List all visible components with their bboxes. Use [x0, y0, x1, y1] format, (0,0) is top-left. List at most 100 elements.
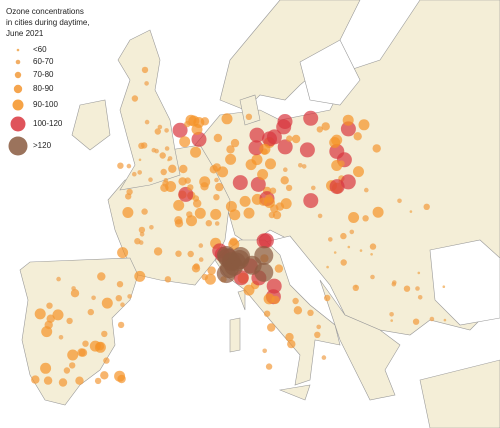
city-bubble [97, 272, 106, 281]
city-bubble [154, 148, 159, 154]
city-bubble [225, 201, 237, 212]
city-bubble [216, 246, 236, 265]
city-bubble [87, 308, 95, 316]
city-bubble [293, 306, 303, 315]
land [239, 94, 261, 126]
city-bubble [372, 144, 381, 153]
city-bubble [120, 302, 125, 308]
city-bubble [138, 240, 144, 245]
city-bubble [141, 66, 149, 74]
city-bubble [213, 133, 223, 143]
city-bubble [191, 264, 201, 273]
legend-symbol [12, 99, 24, 111]
city-bubble [164, 276, 172, 283]
city-bubble [138, 226, 146, 234]
city-bubble [329, 179, 345, 195]
city-bubble [269, 187, 277, 194]
land [319, 279, 401, 401]
city-bubble [198, 243, 204, 248]
city-bubble [31, 375, 40, 384]
city-bubble [267, 323, 276, 332]
city-bubble [137, 170, 142, 175]
city-bubble [423, 203, 430, 210]
city-bubble [317, 213, 323, 219]
city-bubble [201, 273, 208, 281]
city-bubble [115, 295, 123, 302]
legend-label: 60-70 [33, 57, 54, 66]
city-bubble [321, 355, 327, 360]
legend-label: <60 [33, 45, 47, 54]
legend-label: 100-120 [33, 119, 63, 128]
city-bubble [172, 122, 188, 138]
city-bubble [40, 362, 52, 374]
city-bubble [349, 229, 355, 235]
city-bubble [100, 371, 109, 380]
sea [429, 239, 500, 326]
city-bubble [131, 95, 139, 102]
legend-symbol [13, 84, 23, 94]
city-bubble [340, 259, 347, 266]
city-bubble [392, 280, 397, 285]
city-bubble [46, 302, 53, 309]
city-bubble [249, 127, 265, 143]
city-bubble [117, 321, 125, 329]
city-bubble [262, 131, 277, 147]
city-bubble [141, 208, 148, 215]
legend: Ozone concentrations in cities during da… [6, 7, 90, 156]
city-bubble [370, 274, 375, 280]
city-bubble [69, 362, 76, 369]
land [117, 29, 181, 191]
city-bubble [316, 324, 322, 330]
land [278, 384, 311, 401]
city-bubbles [31, 66, 447, 387]
city-bubble [210, 208, 222, 220]
city-bubble [192, 195, 200, 202]
city-bubble [307, 309, 314, 316]
city-bubble [272, 210, 282, 220]
city-bubble [230, 138, 240, 148]
city-bubble [245, 113, 253, 121]
city-bubble [149, 225, 154, 230]
city-bubble [122, 207, 134, 218]
city-bubble [186, 215, 197, 227]
city-bubble [164, 146, 170, 151]
land [419, 359, 500, 428]
city-bubble [43, 376, 53, 385]
city-bubble [283, 167, 288, 172]
city-bubble [132, 171, 137, 177]
city-bubble [443, 318, 447, 322]
city-bubble [187, 250, 194, 258]
city-bubble [340, 232, 347, 240]
city-bubble [324, 294, 331, 302]
city-bubble [245, 159, 257, 171]
city-bubble [148, 177, 153, 182]
city-bubble [326, 265, 329, 269]
sea [299, 39, 361, 106]
legend-symbol [15, 59, 21, 65]
basemap [19, 0, 500, 428]
city-bubble [389, 312, 394, 317]
city-bubble [333, 251, 337, 254]
city-bubble [397, 198, 402, 204]
city-bubble [168, 164, 177, 173]
city-bubble [417, 271, 421, 275]
city-bubble [225, 153, 237, 165]
legend-label: 90-100 [33, 100, 58, 109]
city-bubble [77, 348, 86, 357]
city-bubble [390, 319, 394, 322]
city-bubble [56, 276, 61, 282]
city-bubble [271, 295, 280, 305]
city-bubble [89, 340, 101, 352]
city-bubble [280, 176, 289, 185]
city-bubble [340, 174, 356, 190]
city-bubble [417, 295, 423, 300]
city-bubble [262, 348, 268, 354]
legend-symbol [14, 71, 22, 79]
city-bubble [178, 177, 187, 186]
city-bubble [209, 165, 218, 174]
land [229, 317, 241, 353]
city-bubble [265, 158, 276, 170]
city-bubble [63, 367, 71, 374]
land [237, 289, 246, 311]
legend-title: June 2021 [6, 29, 44, 38]
